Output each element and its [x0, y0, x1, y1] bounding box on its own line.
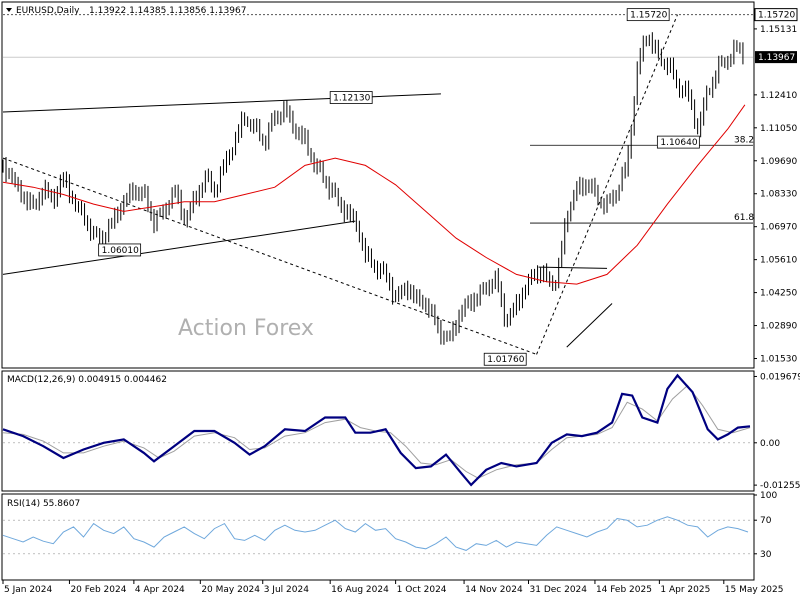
- watermark: Action Forex: [178, 316, 314, 341]
- price-y-tick-label: 1.12410: [760, 91, 797, 101]
- ohlc-values: 1.13922 1.14385 1.13856 1.13967: [89, 6, 246, 16]
- price-label-text: 1.15720: [630, 11, 667, 21]
- trendline: [2, 93, 441, 113]
- trendline: [536, 14, 678, 355]
- price-label-text: 1.06010: [102, 246, 139, 256]
- price-y-tick-label: 1.01530: [760, 355, 797, 365]
- collapse-triangle-icon[interactable]: [6, 8, 12, 12]
- rsi-y-tick-label: 70: [760, 516, 772, 526]
- x-tick-label: 14 Feb 2025: [596, 585, 652, 595]
- macd-y-tick-label: 0.00: [760, 439, 780, 449]
- fib-level-label: 38.2: [734, 135, 754, 145]
- last-price-box: [755, 51, 797, 64]
- trendline: [2, 220, 356, 275]
- price-y-tick-label: 1.08330: [760, 190, 797, 200]
- macd-panel-frame: [1, 370, 755, 492]
- price-y-tick-label: 1.04250: [760, 289, 797, 299]
- trendline: [566, 303, 613, 348]
- x-tick-label: 20 May 2024: [201, 585, 260, 595]
- x-tick-label: 4 Apr 2024: [135, 585, 185, 595]
- price-label-text: 1.01760: [487, 355, 524, 365]
- price-label-box: [329, 91, 373, 104]
- price-label-box: [483, 352, 527, 366]
- price-y-tick-label: 1.09690: [760, 157, 797, 167]
- trendline: [538, 266, 608, 269]
- rsi-title: RSI(14) 55.8607: [7, 499, 80, 509]
- high-price-label: 1.15720: [758, 11, 795, 21]
- rsi-panel-frame: [1, 493, 755, 581]
- rsi-y-tick-label: 30: [760, 550, 772, 560]
- price-annotations: 1.12130 1.06010 1.01760 1.15720 1.10640: [98, 8, 700, 366]
- x-axis: 5 Jan 2024 20 Feb 2024 4 Apr 2024 20 May 20…: [2, 580, 784, 595]
- chart-header: EURUSD,Daily 1.13922 1.14385 1.13856 1.1…: [6, 6, 246, 16]
- price-label-box: [98, 243, 142, 257]
- price-label-text: 1.10640: [660, 138, 697, 148]
- price-label-text: 1.12130: [333, 94, 370, 104]
- last-price-label: 1.13967: [758, 53, 795, 63]
- rsi-y-tick-label: 100: [760, 491, 777, 501]
- price-y-tick-label: 1.11050: [760, 124, 797, 134]
- rsi-grid: [3, 519, 753, 555]
- price-panel-frame: [1, 1, 755, 369]
- fib-level-label: 61.8: [734, 213, 754, 223]
- x-tick-label: 14 Nov 2024: [465, 585, 523, 595]
- x-tick-label: 3 Jul 2024: [264, 585, 309, 595]
- x-tick-label: 5 Jan 2024: [4, 585, 52, 595]
- price-trendlines: [2, 14, 678, 355]
- x-tick-label: 1 Oct 2024: [397, 585, 447, 595]
- moving-average-line: [2, 104, 746, 285]
- x-tick-label: 1 Apr 2025: [660, 585, 710, 595]
- price-label-box: [656, 135, 700, 149]
- rsi-line: [2, 516, 749, 551]
- x-tick-label: 20 Feb 2024: [70, 585, 126, 595]
- high-price-box: [754, 8, 798, 22]
- macd-y-tick-label: -0.012552: [760, 481, 800, 491]
- symbol-label: EURUSD,Daily: [16, 6, 80, 16]
- price-y-axis: 1.15131 1.12410 1.11050 1.09690 1.08330 1.069…: [754, 8, 798, 365]
- price-y-tick-label: 1.05610: [760, 256, 797, 266]
- price-y-tick-label: 1.15131: [760, 25, 797, 35]
- price-label-box: [626, 8, 670, 22]
- x-tick-label: 15 May 2025: [725, 585, 784, 595]
- rsi-y-axis: 100 70 30: [754, 491, 777, 560]
- x-tick-label: 31 Dec 2024: [530, 585, 588, 595]
- price-candles: [2, 32, 744, 345]
- price-grid: 38.2 61.8: [3, 14, 754, 224]
- macd-y-axis: 0.019679 0.00 -0.012552: [754, 372, 800, 491]
- price-y-tick-label: 1.02890: [760, 322, 797, 332]
- price-y-tick-label: 1.06970: [760, 223, 797, 233]
- macd-title: MACD(12,26,9) 0.004915 0.004462: [7, 375, 167, 385]
- x-tick-label: 16 Aug 2024: [331, 585, 389, 595]
- trendline: [2, 157, 537, 355]
- macd-y-tick-label: 0.019679: [760, 372, 800, 382]
- macd-main-line: [2, 373, 751, 487]
